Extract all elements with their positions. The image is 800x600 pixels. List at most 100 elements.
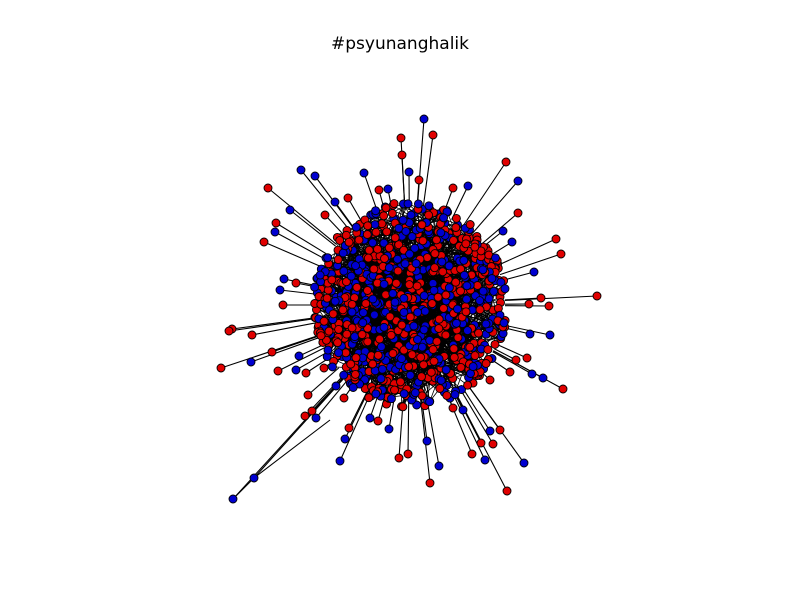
graph-node-blue <box>400 259 410 269</box>
graph-node-blue <box>478 265 488 275</box>
graph-node-blue <box>462 294 472 304</box>
graph-node-blue <box>519 458 529 468</box>
graph-edge <box>279 289 316 295</box>
graph-node-red <box>417 220 427 230</box>
graph-node-red <box>418 236 428 246</box>
graph-node-blue <box>436 228 446 238</box>
graph-node-blue <box>399 389 409 399</box>
graph-node-red <box>453 333 463 343</box>
graph-node-blue <box>525 329 535 339</box>
graph-node-red <box>363 286 372 295</box>
graph-node-blue <box>358 318 368 328</box>
graph-edge <box>499 253 562 276</box>
graph-node-red <box>405 312 415 322</box>
graph-node-red <box>483 345 493 355</box>
graph-node-blue <box>410 243 420 253</box>
graph-edge <box>504 295 598 301</box>
graph-node-blue <box>406 210 416 220</box>
graph-node-red <box>412 281 422 291</box>
graph-node-blue <box>294 351 304 361</box>
graph-edge <box>263 241 323 268</box>
graph-node-red <box>259 237 269 247</box>
graph-node-red <box>513 208 523 218</box>
graph-edge <box>250 336 321 363</box>
graph-node-red <box>470 351 480 361</box>
graph-node-blue <box>393 254 402 264</box>
graph-node-red <box>404 362 414 372</box>
graph-edge <box>300 169 351 232</box>
graph-node-blue <box>439 213 449 223</box>
graph-edge <box>274 231 327 261</box>
graph-edge <box>407 399 410 455</box>
graph-node-blue <box>285 205 295 215</box>
graph-node-red <box>303 390 313 400</box>
graph-node-blue <box>513 176 523 186</box>
graph-node-blue <box>499 318 509 328</box>
graph-edge <box>324 214 346 237</box>
graph-node-red <box>522 353 532 363</box>
graph-edge <box>373 371 419 383</box>
graph-node-blue <box>371 206 381 216</box>
graph-node-red <box>473 281 482 290</box>
graph-node-red <box>474 328 484 338</box>
graph-node-blue <box>397 354 407 364</box>
graph-node-red <box>388 349 398 358</box>
graph-node-red <box>490 339 500 349</box>
graph-node-red <box>301 368 311 378</box>
graph-node-red <box>379 211 389 221</box>
graph-node-blue <box>310 171 320 181</box>
graph-node-blue <box>405 249 415 259</box>
graph-node-blue <box>401 226 411 236</box>
graph-node-red <box>397 320 407 330</box>
graph-node-blue <box>437 257 447 267</box>
graph-node-blue <box>377 364 387 374</box>
graph-node-red <box>394 453 404 463</box>
graph-node-red <box>407 350 417 360</box>
graph-node-blue <box>335 456 345 466</box>
graph-edge <box>462 161 507 227</box>
graph-node-red <box>432 235 441 245</box>
graph-node-red <box>451 213 461 223</box>
graph-node-blue <box>458 405 468 415</box>
graph-edge <box>426 398 440 467</box>
graph-node-blue <box>351 261 360 271</box>
graph-edge <box>451 185 469 220</box>
graph-node-red <box>470 242 480 252</box>
graph-node-red <box>396 133 406 143</box>
graph-node-red <box>398 402 408 412</box>
graph-node-red <box>368 359 378 369</box>
graph-edge <box>347 197 363 224</box>
graph-node-blue <box>384 424 394 434</box>
graph-node-blue <box>279 274 289 284</box>
graph-node-blue <box>249 473 259 483</box>
graph-node-blue <box>358 308 368 318</box>
graph-edge <box>452 389 482 444</box>
graph-node-red <box>375 334 385 344</box>
graph-node-blue <box>411 259 421 268</box>
graph-node-blue <box>383 184 393 194</box>
graph-node-blue <box>315 270 325 280</box>
graph-edge <box>267 187 338 246</box>
graph-node-blue <box>405 370 415 380</box>
graph-node-blue <box>489 286 499 296</box>
graph-node-red <box>485 375 495 385</box>
graph-node-blue <box>417 342 427 352</box>
graph-node-blue <box>334 348 344 358</box>
graph-node-red <box>475 305 485 315</box>
graph-node-red <box>341 277 351 287</box>
graph-node-red <box>432 337 442 346</box>
graph-node-red <box>382 227 392 237</box>
graph-node-red <box>339 393 349 403</box>
graph-node-red <box>426 367 436 377</box>
graph-node-red <box>495 425 505 435</box>
graph-edge <box>232 477 255 500</box>
graph-node-red <box>320 210 330 220</box>
graph-node-blue <box>365 413 375 423</box>
graph-node-red <box>267 347 277 357</box>
graph-edge <box>496 238 557 267</box>
graph-node-red <box>430 263 440 273</box>
graph-node-blue <box>436 375 446 385</box>
graph-node-blue <box>387 394 396 404</box>
graph-node-blue <box>323 253 333 263</box>
